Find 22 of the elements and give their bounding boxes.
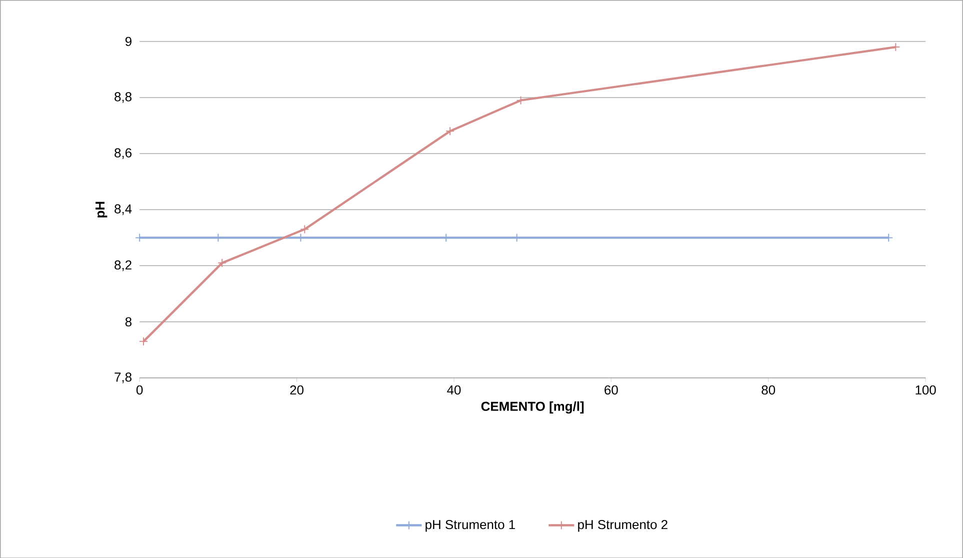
x-tick-label: 0 xyxy=(136,385,143,394)
y-tick-label: 9 xyxy=(125,36,132,46)
x-axis-title: CEMENTO [mg/l] xyxy=(481,401,584,414)
y-tick-label: 8,2 xyxy=(114,260,132,271)
y-tick-label: 8,4 xyxy=(114,204,132,215)
point xyxy=(300,224,310,234)
x-tick-label: 60 xyxy=(604,385,618,394)
x-tick-label: 100 xyxy=(916,385,936,394)
y-tick-label: 8 xyxy=(125,316,132,326)
y-tick-label: 8,6 xyxy=(114,148,132,159)
x-tick-label: 20 xyxy=(290,385,304,394)
y-axis-title: pH xyxy=(96,202,108,218)
point xyxy=(446,126,455,136)
y-tick-label: 8,8 xyxy=(114,92,132,103)
y-tick-label: 7,8 xyxy=(114,372,132,383)
legend-label: pH Strumento 1 xyxy=(426,520,515,532)
point xyxy=(218,258,227,268)
x-tick-label: 40 xyxy=(447,385,461,394)
point xyxy=(139,336,148,346)
legend-label: pH Strumento 2 xyxy=(578,520,668,532)
point xyxy=(516,96,526,105)
x-tick-label: 80 xyxy=(762,385,776,394)
